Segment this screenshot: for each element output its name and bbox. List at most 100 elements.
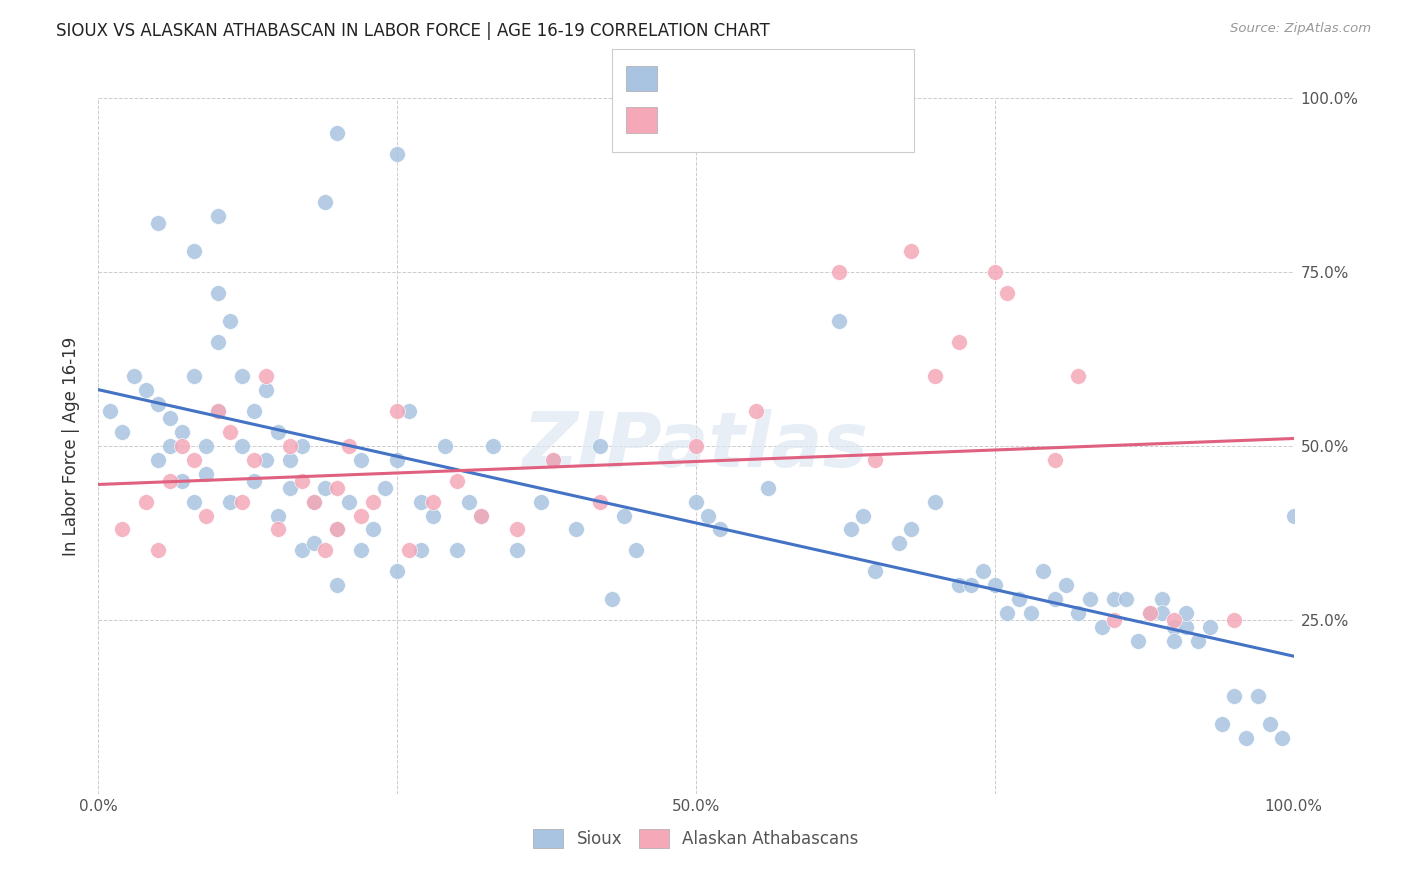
Point [243,404,266,418]
Point [1104,592,1126,607]
Point [865,564,887,578]
Point [148,453,170,467]
Point [685,494,707,508]
Point [1019,606,1042,620]
Point [900,523,922,537]
Point [159,439,181,453]
Point [602,592,624,607]
Point [278,439,301,453]
Point [172,425,194,439]
Point [1211,717,1233,731]
Point [315,481,337,495]
Point [972,564,994,578]
Point [1104,613,1126,627]
Point [995,606,1018,620]
Point [350,543,373,558]
Point [278,481,301,495]
Point [267,523,290,537]
Point [172,439,194,453]
Point [541,453,564,467]
Text: 45: 45 [832,107,862,125]
Point [339,439,361,453]
Point [326,578,349,592]
Point [1163,633,1185,648]
Point [626,543,648,558]
Text: 0.462: 0.462 [707,107,766,125]
Point [219,494,242,508]
Point [291,474,314,488]
Point [385,453,409,467]
Point [1152,592,1174,607]
Point [1139,606,1161,620]
Legend: Sioux, Alaskan Athabascans: Sioux, Alaskan Athabascans [527,822,865,855]
Point [302,494,325,508]
Y-axis label: In Labor Force | Age 16-19: In Labor Force | Age 16-19 [62,336,80,556]
Text: SIOUX VS ALASKAN ATHABASCAN IN LABOR FORCE | AGE 16-19 CORRELATION CHART: SIOUX VS ALASKAN ATHABASCAN IN LABOR FOR… [56,22,770,40]
Point [411,543,433,558]
Point [1258,717,1281,731]
Point [124,369,146,384]
Point [183,453,205,467]
Point [589,494,612,508]
Point [195,508,218,523]
Point [697,508,720,523]
Point [1152,606,1174,620]
Point [709,523,731,537]
Point [960,578,983,592]
Point [481,439,505,453]
Point [1067,369,1090,384]
Point [948,334,970,349]
Point [183,244,205,259]
Point [363,523,385,537]
Point [302,494,325,508]
Point [470,508,492,523]
Point [541,453,564,467]
Point [195,439,218,453]
Point [1234,731,1257,746]
Point [565,523,588,537]
Point [135,384,157,398]
Point [1187,633,1209,648]
Point [254,384,277,398]
Point [828,265,851,279]
Point [267,425,290,439]
Point [254,453,277,467]
Point [326,523,349,537]
Point [195,467,218,481]
Point [1032,564,1054,578]
Text: ZIPatlas: ZIPatlas [523,409,869,483]
Point [219,425,242,439]
Point [589,439,612,453]
Point [350,453,373,467]
Point [995,285,1018,300]
Point [1175,606,1198,620]
Point [685,439,707,453]
Point [924,494,946,508]
Text: N =: N = [794,65,831,83]
Point [207,210,229,224]
Point [219,314,242,328]
Point [291,439,314,453]
Point [183,369,205,384]
Point [506,523,529,537]
Point [1223,690,1246,704]
Point [865,453,887,467]
Point [434,439,457,453]
Text: 109: 109 [832,65,868,83]
Point [1043,592,1066,607]
Point [207,404,229,418]
Point [207,334,229,349]
Point [148,216,170,230]
Point [148,543,170,558]
Point [267,508,290,523]
Point [422,508,444,523]
Point [172,474,194,488]
Point [1175,620,1198,634]
Point [207,404,229,418]
Point [339,494,361,508]
Point [1282,508,1305,523]
Point [446,543,468,558]
Point [278,453,301,467]
Point [745,404,768,418]
Point [1128,633,1150,648]
